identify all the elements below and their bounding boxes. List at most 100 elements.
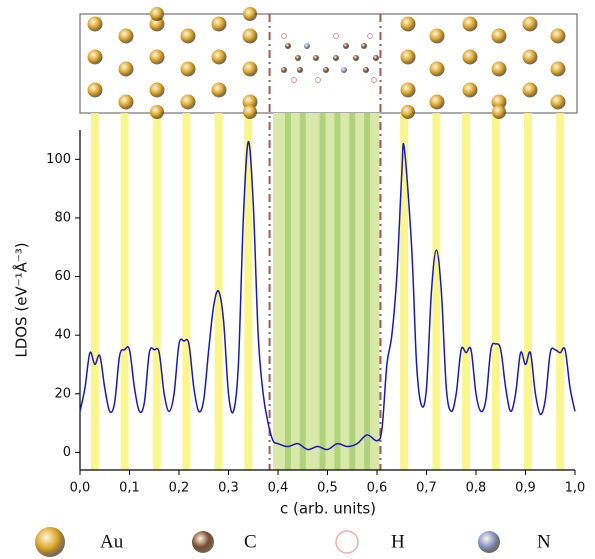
au-band [120,113,129,470]
au-band [182,113,191,470]
au-atom [522,49,538,65]
au-atom [149,49,165,65]
molecule-atom [291,77,297,83]
au-atom [462,16,478,32]
molecule-atom [353,55,359,61]
au-atom [211,16,227,32]
au-atom [522,82,538,98]
molecule-band [319,113,326,470]
x-tick-label: 0,6 [367,481,388,496]
au-atom [243,7,257,21]
au-atom [550,61,566,77]
y-tick-label: 40 [54,328,71,343]
legend-label: N [537,531,551,552]
au-band [462,113,471,470]
au-band [400,113,409,470]
au-atom [401,105,415,119]
legend-swatch [335,530,359,554]
au-atom [118,28,134,44]
au-atom [211,49,227,65]
legend-label: Au [100,531,124,552]
molecule-atom [343,43,349,49]
au-atom [87,49,103,65]
au-atom [400,49,416,65]
molecule-atom [313,55,319,61]
y-tick-label: 20 [54,386,71,401]
molecule-atom [315,77,321,83]
x-tick-label: 0,1 [119,481,140,496]
au-band [523,113,532,470]
x-tick-label: 0,9 [515,481,536,496]
molecule-atom [363,67,369,73]
au-band [90,113,99,470]
molecule-atom [341,67,347,73]
molecule-atom [367,33,373,39]
x-tick-label: 1,0 [565,481,586,496]
legend-label: H [391,531,405,552]
au-band [432,113,441,470]
au-atom [180,94,196,110]
y-axis-label: LDOS (eV⁻¹Å⁻³) [12,242,31,357]
au-atom [87,82,103,98]
x-axis-label: c (arb. units) [280,500,376,518]
au-atom [149,82,165,98]
au-atom [149,16,165,32]
au-atom [180,61,196,77]
au-atom [491,94,507,110]
au-atom [242,28,258,44]
x-tick-label: 0,0 [70,481,91,496]
molecule-atom [297,67,303,73]
molecule-atom [323,67,329,73]
au-atom [400,16,416,32]
legend-swatch [35,527,65,557]
au-atom [118,94,134,110]
legend-swatch [478,531,500,553]
au-atom [429,61,445,77]
molecule-atom [333,55,339,61]
au-atom [150,7,164,21]
au-atom [462,49,478,65]
y-tick-label: 60 [54,269,71,284]
molecule-atom [285,43,291,49]
au-atom [87,16,103,32]
x-tick-label: 0,3 [218,481,239,496]
au-band [491,113,500,470]
au-atom [491,61,507,77]
au-atom [462,82,478,98]
au-atom [211,82,227,98]
au-atom [522,16,538,32]
au-band [244,113,253,470]
x-tick-label: 0,2 [169,481,190,496]
x-tick-label: 0,5 [317,481,338,496]
au-atom [118,61,134,77]
molecule-atom [304,43,310,49]
x-tick-label: 0,4 [268,481,289,496]
au-atom [400,82,416,98]
molecule-atom [295,55,301,61]
au-atom [491,28,507,44]
au-atom [550,94,566,110]
au-band [556,113,565,470]
x-tick-label: 0,7 [416,481,437,496]
au-atom [429,94,445,110]
x-tick-label: 0,8 [466,481,487,496]
au-atom [180,28,196,44]
molecule-atom [333,33,339,39]
molecule-atom [281,67,287,73]
molecule-band [284,113,291,470]
legend-swatch [192,531,214,553]
molecule-band [299,113,306,470]
molecule-atom [281,33,287,39]
au-atom [242,61,258,77]
au-atom [492,105,506,119]
au-atom [243,105,257,119]
molecule-atom [371,77,377,83]
au-band [152,113,161,470]
au-atom [150,105,164,119]
molecule-band [349,113,356,470]
au-atom [242,94,258,110]
au-atom [429,28,445,44]
molecule-atom [361,43,367,49]
molecule-atom [373,55,379,61]
ldos-line [79,140,576,451]
